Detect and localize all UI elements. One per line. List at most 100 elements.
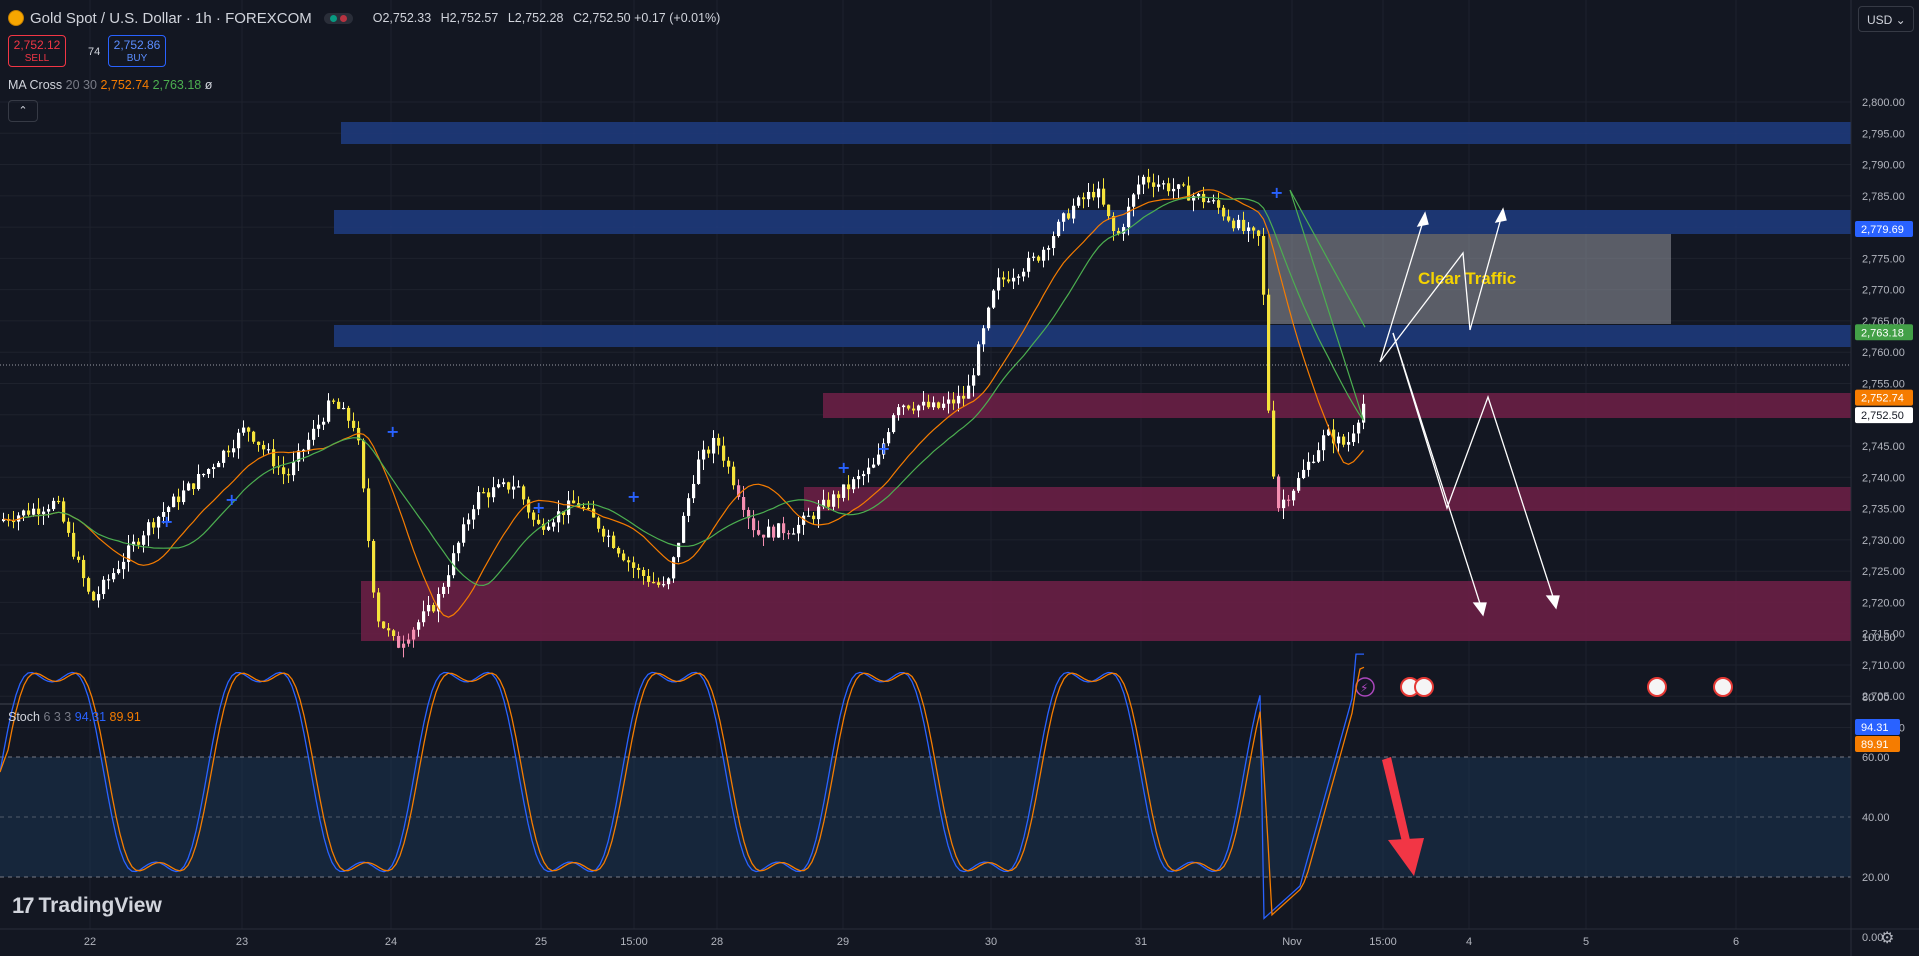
candle-body xyxy=(562,511,566,516)
high-value: 2,752.57 xyxy=(449,11,499,25)
candle-body xyxy=(462,524,466,543)
stoch-legend[interactable]: Stoch 6 3 3 94.31 89.91 xyxy=(8,710,141,724)
candle-body xyxy=(377,592,381,622)
candle-body xyxy=(707,449,711,454)
candle-body xyxy=(1187,185,1191,201)
candle-body xyxy=(532,512,536,520)
candle-body xyxy=(512,486,516,490)
candle-body xyxy=(1017,276,1021,278)
candle-body xyxy=(1357,422,1361,434)
candle-body xyxy=(1342,436,1346,445)
candle-body xyxy=(302,449,306,451)
candle-body xyxy=(567,500,571,516)
candle-body xyxy=(1082,197,1086,200)
candle-body xyxy=(712,437,716,454)
candle-body xyxy=(547,526,551,530)
sell-price: 2,752.12 xyxy=(13,38,61,52)
arrowhead xyxy=(1494,207,1507,223)
price-badge-label: 2,752.74 xyxy=(1861,393,1904,405)
supply-zone xyxy=(334,210,1851,234)
supply-zone xyxy=(334,325,1851,347)
candle-body xyxy=(937,402,941,408)
price-tick: 2,730.00 xyxy=(1862,535,1905,547)
stoch-tick: 40.00 xyxy=(1862,812,1890,824)
candle-body xyxy=(237,432,241,449)
projection-arrows xyxy=(1379,207,1560,617)
candle-body xyxy=(722,445,726,461)
candle-body xyxy=(597,517,601,529)
candle-body xyxy=(1132,194,1136,207)
candle-body xyxy=(967,385,971,399)
candle-body xyxy=(692,483,696,499)
stoch-d-line xyxy=(0,666,1365,917)
sell-button[interactable]: 2,752.12 SELL xyxy=(8,35,66,67)
price-badge xyxy=(1855,324,1913,341)
event-icons[interactable]: ⚡ xyxy=(1355,677,1733,697)
candle-body xyxy=(887,432,891,444)
candle-body xyxy=(592,508,596,518)
price-tick: 2,760.00 xyxy=(1862,347,1905,359)
candle-body xyxy=(587,507,591,510)
candle-body xyxy=(697,459,701,484)
time-tick: 22 xyxy=(84,936,96,948)
price-tick: 2,800.00 xyxy=(1862,97,1905,109)
candle-body xyxy=(872,464,876,468)
candle-body xyxy=(427,605,431,612)
bullish-path xyxy=(1379,214,1426,363)
candle-body xyxy=(727,460,731,467)
candle-body xyxy=(247,427,251,432)
price-tick: 2,740.00 xyxy=(1862,472,1905,484)
settings-icon[interactable]: ⚙ xyxy=(1880,930,1895,947)
candle-body xyxy=(387,628,391,631)
buy-button[interactable]: 2,752.86 BUY xyxy=(108,35,166,67)
candle-body xyxy=(422,611,426,623)
candle-body xyxy=(1032,256,1036,258)
price-tick: 2,735.00 xyxy=(1862,504,1905,516)
candle-body xyxy=(292,461,296,476)
time-axis[interactable]: 22 23 24 25 15:00 28 29 30 31 Nov 15:00 4 5 6 xyxy=(84,936,1739,948)
symbol-title[interactable]: Gold Spot / U.S. Dollar · 1h · FOREXCOM xyxy=(30,9,312,27)
candle-body xyxy=(897,407,901,416)
candle-body xyxy=(892,415,896,433)
stoch-axis[interactable]: 100.00 80.00 60.00 40.00 20.00 0.00 xyxy=(1862,632,1896,944)
market-status-icon[interactable] xyxy=(323,12,353,24)
stoch-d-value: 89.91 xyxy=(109,710,141,724)
chevron-up-icon[interactable]: ⌃ xyxy=(8,100,38,122)
candle-body xyxy=(322,421,326,425)
candle-body xyxy=(1337,436,1341,444)
candle-body xyxy=(1222,207,1226,217)
stoch-badge-label: 89.91 xyxy=(1861,739,1889,751)
candle-body xyxy=(527,499,531,513)
candle-body xyxy=(397,635,401,648)
time-tick: 15:00 xyxy=(1369,936,1397,948)
candle-body xyxy=(1007,279,1011,282)
candle-body xyxy=(1057,221,1061,237)
candle-body xyxy=(942,403,946,408)
price-axis[interactable]: 2,800.002,795.002,790.002,785.002,780.00… xyxy=(1862,97,1905,735)
candle-body xyxy=(882,443,886,455)
ma-fast-value: 2,752.74 xyxy=(100,78,150,92)
candle-body xyxy=(172,496,176,508)
candle-body xyxy=(622,553,626,561)
candle-body xyxy=(362,440,366,489)
candle-body xyxy=(342,407,346,410)
candle-body xyxy=(1112,216,1116,232)
price-tick: 2,705.00 xyxy=(1862,691,1905,703)
candle-body xyxy=(67,521,71,533)
candle-body xyxy=(87,578,91,592)
candle-body xyxy=(267,449,271,451)
candle-body xyxy=(212,467,216,470)
stoch-tick: 60.00 xyxy=(1862,752,1890,764)
candle-body xyxy=(202,473,206,476)
candle-body xyxy=(1062,213,1066,222)
currency-select[interactable]: USD ⌄ xyxy=(1858,6,1914,32)
candle-body xyxy=(207,469,211,474)
candle-body xyxy=(502,482,506,485)
cross-marker: + xyxy=(1270,183,1283,202)
candle-body xyxy=(702,449,706,460)
ma-cross-legend[interactable]: MA Cross 20 30 2,752.74 2,763.18 ø xyxy=(8,78,213,92)
price-badge-label: 2,779.69 xyxy=(1861,224,1904,236)
candle-body xyxy=(787,533,791,535)
candle-body xyxy=(842,484,846,498)
